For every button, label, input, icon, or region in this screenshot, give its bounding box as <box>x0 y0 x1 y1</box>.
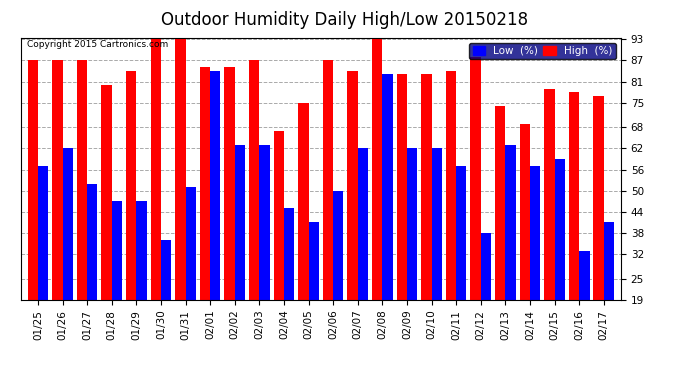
Bar <box>520 124 530 300</box>
Bar <box>421 75 431 300</box>
Bar <box>397 75 407 300</box>
Text: Outdoor Humidity Daily High/Low 20150218: Outdoor Humidity Daily High/Low 20150218 <box>161 11 529 29</box>
Bar <box>259 145 270 300</box>
Bar <box>495 106 505 300</box>
Bar <box>235 145 245 300</box>
Bar <box>471 57 481 300</box>
Text: Copyright 2015 Cartronics.com: Copyright 2015 Cartronics.com <box>27 40 168 49</box>
Bar <box>38 166 48 300</box>
Bar <box>137 201 147 300</box>
Bar <box>298 103 308 300</box>
Bar <box>357 148 368 300</box>
Bar <box>446 71 456 300</box>
Bar <box>101 85 112 300</box>
Bar <box>333 191 344 300</box>
Bar <box>431 148 442 300</box>
Bar <box>505 145 515 300</box>
Bar <box>323 60 333 300</box>
Bar <box>456 166 466 300</box>
Bar <box>63 148 73 300</box>
Bar <box>593 96 604 300</box>
Bar <box>175 39 186 300</box>
Bar <box>126 71 137 300</box>
Bar <box>52 60 63 300</box>
Bar <box>28 60 38 300</box>
Bar <box>382 75 393 300</box>
Bar <box>224 68 235 300</box>
Bar <box>249 60 259 300</box>
Bar <box>555 159 565 300</box>
Bar <box>372 36 382 300</box>
Bar <box>579 251 589 300</box>
Bar <box>200 68 210 300</box>
Bar <box>87 184 97 300</box>
Legend: Low  (%), High  (%): Low (%), High (%) <box>469 43 615 59</box>
Bar <box>186 187 196 300</box>
Bar <box>77 60 87 300</box>
Bar <box>481 233 491 300</box>
Bar <box>544 88 555 300</box>
Bar <box>274 131 284 300</box>
Bar <box>308 222 319 300</box>
Bar <box>161 240 171 300</box>
Bar <box>569 92 579 300</box>
Bar <box>604 222 614 300</box>
Bar <box>348 71 357 300</box>
Bar <box>150 39 161 300</box>
Bar <box>530 166 540 300</box>
Bar <box>210 71 221 300</box>
Bar <box>284 209 294 300</box>
Bar <box>407 148 417 300</box>
Bar <box>112 201 122 300</box>
